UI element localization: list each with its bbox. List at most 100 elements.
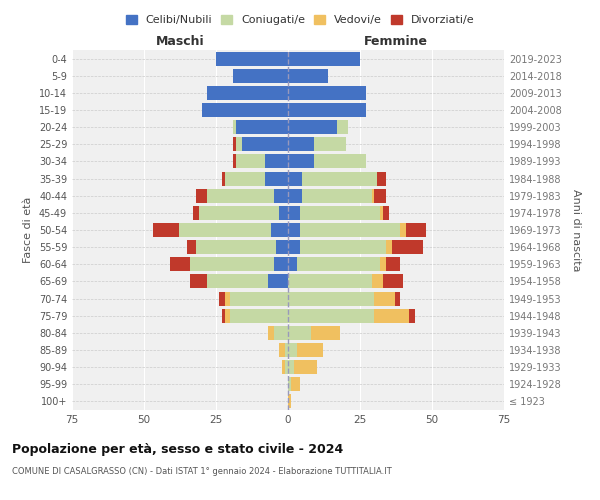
Bar — [242, 138, 288, 151]
Bar — [302, 188, 371, 202]
Legend: Celibi/Nubili, Coniugati/e, Vedovi/e, Divorziati/e: Celibi/Nubili, Coniugati/e, Vedovi/e, Di… — [121, 10, 479, 30]
Bar — [196, 188, 208, 202]
Bar — [296, 258, 380, 272]
Bar — [282, 360, 285, 374]
Bar — [371, 274, 383, 288]
Bar — [265, 154, 288, 168]
Bar — [230, 308, 288, 322]
Bar — [299, 240, 386, 254]
Bar — [383, 206, 389, 220]
Bar — [380, 206, 383, 220]
Bar — [288, 103, 366, 117]
Bar — [152, 223, 179, 237]
Bar — [233, 138, 236, 151]
Bar — [265, 172, 288, 185]
Bar — [288, 240, 299, 254]
Bar — [224, 292, 230, 306]
Bar — [386, 240, 392, 254]
Bar — [233, 120, 236, 134]
Bar — [288, 52, 360, 66]
Bar — [288, 120, 337, 134]
Bar — [294, 360, 317, 374]
Bar — [296, 343, 323, 357]
Bar — [311, 326, 340, 340]
Bar — [291, 378, 299, 392]
Text: Maschi: Maschi — [155, 36, 205, 49]
Bar — [288, 274, 371, 288]
Bar — [299, 223, 400, 237]
Bar — [277, 240, 288, 254]
Bar — [280, 343, 285, 357]
Bar — [274, 188, 288, 202]
Bar — [377, 172, 386, 185]
Bar — [288, 86, 366, 100]
Bar — [374, 308, 409, 322]
Bar — [208, 188, 274, 202]
Text: Popolazione per età, sesso e stato civile - 2024: Popolazione per età, sesso e stato civil… — [12, 442, 343, 456]
Bar — [288, 343, 296, 357]
Bar — [386, 258, 400, 272]
Bar — [380, 258, 386, 272]
Bar — [285, 360, 288, 374]
Bar — [274, 258, 288, 272]
Bar — [190, 258, 274, 272]
Text: COMUNE DI CASALGRASSO (CN) - Dati ISTAT 1° gennaio 2024 - Elaborazione TUTTITALI: COMUNE DI CASALGRASSO (CN) - Dati ISTAT … — [12, 468, 392, 476]
Bar — [302, 172, 377, 185]
Bar — [299, 206, 380, 220]
Bar — [288, 394, 291, 408]
Bar — [288, 292, 374, 306]
Bar — [371, 188, 374, 202]
Bar — [236, 138, 242, 151]
Bar — [190, 274, 208, 288]
Bar — [400, 223, 406, 237]
Bar — [280, 206, 288, 220]
Bar — [196, 240, 277, 254]
Bar — [288, 188, 302, 202]
Bar — [187, 240, 196, 254]
Bar — [268, 274, 288, 288]
Bar — [288, 223, 299, 237]
Bar — [406, 223, 426, 237]
Y-axis label: Fasce di età: Fasce di età — [23, 197, 33, 263]
Bar — [230, 292, 288, 306]
Bar — [216, 52, 288, 66]
Bar — [374, 292, 395, 306]
Bar — [236, 154, 265, 168]
Bar — [236, 120, 288, 134]
Bar — [392, 240, 424, 254]
Bar — [395, 292, 400, 306]
Bar — [288, 68, 328, 82]
Bar — [179, 223, 271, 237]
Bar — [288, 308, 374, 322]
Bar — [314, 138, 346, 151]
Bar — [170, 258, 190, 272]
Bar — [374, 188, 386, 202]
Bar — [233, 154, 236, 168]
Bar — [288, 206, 299, 220]
Bar — [288, 360, 294, 374]
Bar — [224, 308, 230, 322]
Bar — [208, 274, 268, 288]
Bar — [274, 326, 288, 340]
Bar — [193, 206, 199, 220]
Bar — [288, 138, 314, 151]
Bar — [383, 274, 403, 288]
Bar — [409, 308, 415, 322]
Bar — [219, 292, 224, 306]
Bar — [233, 68, 288, 82]
Bar — [199, 206, 280, 220]
Bar — [202, 103, 288, 117]
Y-axis label: Anni di nascita: Anni di nascita — [571, 188, 581, 271]
Bar — [288, 258, 296, 272]
Bar — [224, 172, 265, 185]
Text: Femmine: Femmine — [364, 36, 428, 49]
Bar — [222, 172, 224, 185]
Bar — [222, 308, 224, 322]
Bar — [271, 223, 288, 237]
Bar — [268, 326, 274, 340]
Bar — [208, 86, 288, 100]
Bar — [288, 378, 291, 392]
Bar — [337, 120, 349, 134]
Bar — [314, 154, 366, 168]
Bar — [285, 343, 288, 357]
